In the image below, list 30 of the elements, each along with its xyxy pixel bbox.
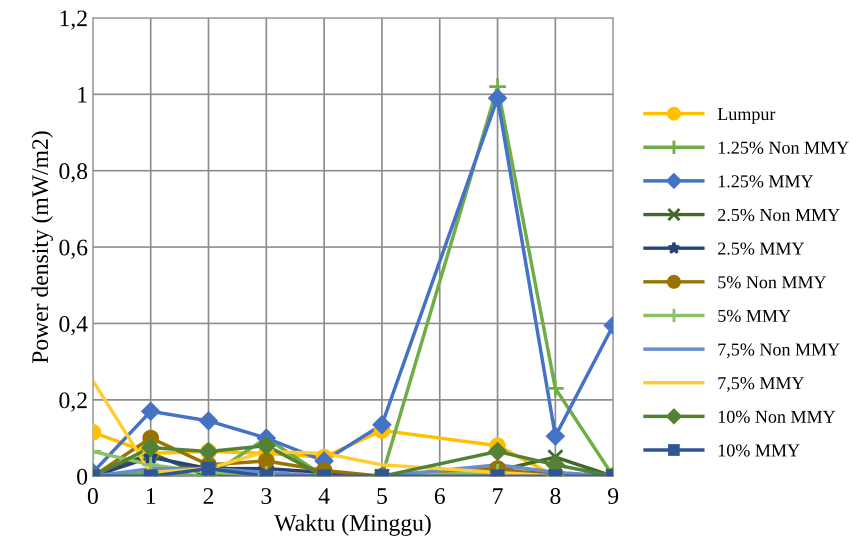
legend-label: 10% Non MMY bbox=[718, 410, 836, 423]
legend-label: 7,5% MMY bbox=[718, 377, 804, 392]
x-tick-label: 8 bbox=[550, 488, 560, 504]
y-tick-label: 1,2 bbox=[60, 10, 87, 30]
y-tick-label: 0,6 bbox=[59, 240, 88, 259]
legend-label: 2.5% Non MMY bbox=[718, 208, 840, 222]
legend-label: 10% MMY bbox=[718, 444, 800, 457]
y-tick-label: 0 bbox=[77, 468, 88, 485]
x-axis-title: Waktu (Minggu) bbox=[274, 514, 431, 536]
legend-label: 7,5% Non MMY bbox=[718, 343, 840, 358]
x-tick-label: 0 bbox=[88, 488, 98, 504]
x-tick-label: 2 bbox=[204, 488, 214, 504]
legend-label: 5% Non MMY bbox=[718, 276, 826, 288]
legend-label: Lumpur bbox=[718, 108, 776, 124]
x-tick-label: 3 bbox=[262, 488, 272, 504]
x-tick-label: 1 bbox=[146, 488, 156, 504]
x-tick-label: 4 bbox=[318, 488, 330, 504]
legend-label: 1.25% Non MMY bbox=[718, 142, 849, 154]
y-tick-label: 1 bbox=[78, 86, 87, 102]
y-axis-title: Power density (mW/m2) bbox=[31, 131, 53, 364]
x-tick-label: 7 bbox=[493, 488, 503, 504]
legend-label: 1.25% MMY bbox=[718, 175, 814, 188]
y-tick-label: 0,4 bbox=[59, 316, 88, 336]
legend-label: 2.5% MMY bbox=[718, 242, 804, 255]
x-tick-label: 6 bbox=[434, 488, 445, 504]
y-tick-label: 0,2 bbox=[59, 392, 87, 412]
x-tick-label: 5 bbox=[377, 488, 387, 504]
y-tick-label: 0,8 bbox=[59, 163, 88, 183]
legend-label: 5% MMY bbox=[718, 310, 791, 322]
x-tick-label: 9 bbox=[608, 488, 618, 504]
